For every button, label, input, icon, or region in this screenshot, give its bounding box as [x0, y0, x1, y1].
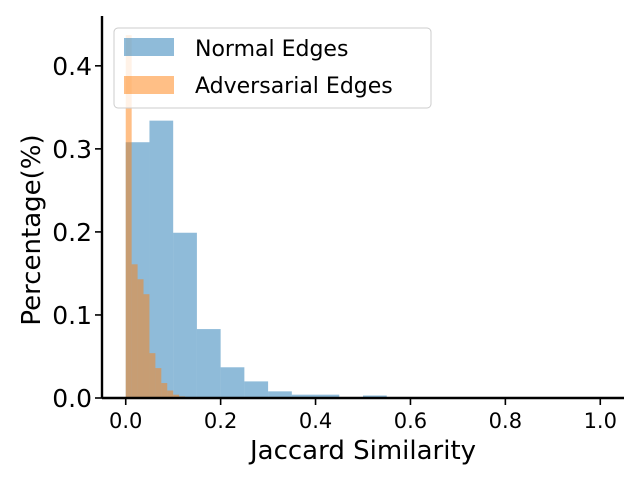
x-tick-label: 0.6: [394, 409, 427, 433]
adversarial-edges-bar: [125, 35, 132, 398]
normal-edges-bar: [268, 391, 292, 398]
x-tick-label: 0.2: [204, 409, 237, 433]
adversarial-edges-bar: [161, 383, 168, 398]
normal-edges-bar: [220, 367, 245, 398]
normal-edges-bar: [173, 232, 197, 398]
normal-edges-bar: [244, 381, 269, 398]
x-axis-label: Jaccard Similarity: [248, 436, 476, 466]
adversarial-edges-bar: [143, 294, 150, 398]
adversarial-edges-bar: [131, 264, 138, 398]
adversarial-edges-bar: [155, 368, 162, 398]
normal-edges-bars: [125, 120, 387, 399]
y-axis-ticks: 0.0 0.1 0.2 0.3 0.4: [52, 52, 102, 413]
legend-swatch-normal-edges: [124, 38, 174, 56]
x-tick-label: 0.8: [489, 409, 522, 433]
legend-swatch-adversarial-edges: [124, 76, 174, 94]
adversarial-edges-bar: [149, 353, 156, 398]
normal-edges-bar: [363, 395, 387, 398]
y-tick-label: 0.0: [52, 384, 92, 413]
legend-frame: [113, 27, 432, 109]
normal-edges-bar: [196, 329, 221, 398]
normal-edges-bar: [291, 394, 316, 398]
adversarial-edges-bar: [173, 394, 180, 398]
y-axis-label: Percentage(%): [17, 134, 47, 325]
y-tick-label: 0.1: [52, 301, 92, 330]
x-tick-label: 0.4: [299, 409, 332, 433]
adversarial-edges-bar: [137, 279, 144, 398]
y-tick-label: 0.2: [52, 218, 92, 247]
y-tick-label: 0.4: [52, 52, 92, 81]
adversarial-edges-bar: [167, 390, 174, 398]
x-tick-label: 1.0: [584, 409, 617, 433]
normal-edges-bar: [315, 394, 340, 398]
normal-edges-bar: [149, 120, 174, 399]
x-tick-label: 0.0: [109, 409, 142, 433]
legend: Normal Edges Adversarial Edges: [113, 27, 432, 109]
legend-label-normal-edges: Normal Edges: [195, 37, 348, 62]
x-axis-ticks: 0.0 0.2 0.4 0.6 0.8 1.0: [109, 398, 617, 433]
legend-label-adversarial-edges: Adversarial Edges: [195, 74, 393, 99]
y-tick-label: 0.3: [52, 135, 92, 164]
